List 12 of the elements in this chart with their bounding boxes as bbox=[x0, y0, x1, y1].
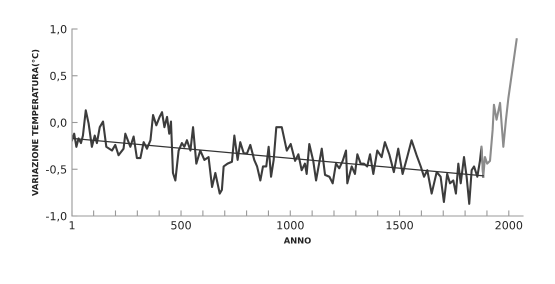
x-tick-label: 1000 bbox=[277, 221, 304, 230]
x-tick-label: 1 bbox=[70, 221, 75, 230]
y-tick-label: 1,0 bbox=[50, 24, 66, 35]
y-tick-label: -0,5 bbox=[46, 165, 66, 175]
y-axis-title: VARIAZIONE TEMPERATURA(°C) bbox=[32, 50, 40, 196]
y-tick-label: -1,0 bbox=[46, 212, 66, 222]
x-tick-label: 2000 bbox=[495, 221, 522, 230]
x-axis-title: ANNO bbox=[284, 237, 311, 244]
y-tick-label: 0,0 bbox=[50, 118, 66, 128]
x-tick-label: 500 bbox=[171, 221, 191, 230]
y-tick-label: 0,5 bbox=[50, 72, 66, 82]
x-tick-label: 1500 bbox=[386, 221, 413, 230]
